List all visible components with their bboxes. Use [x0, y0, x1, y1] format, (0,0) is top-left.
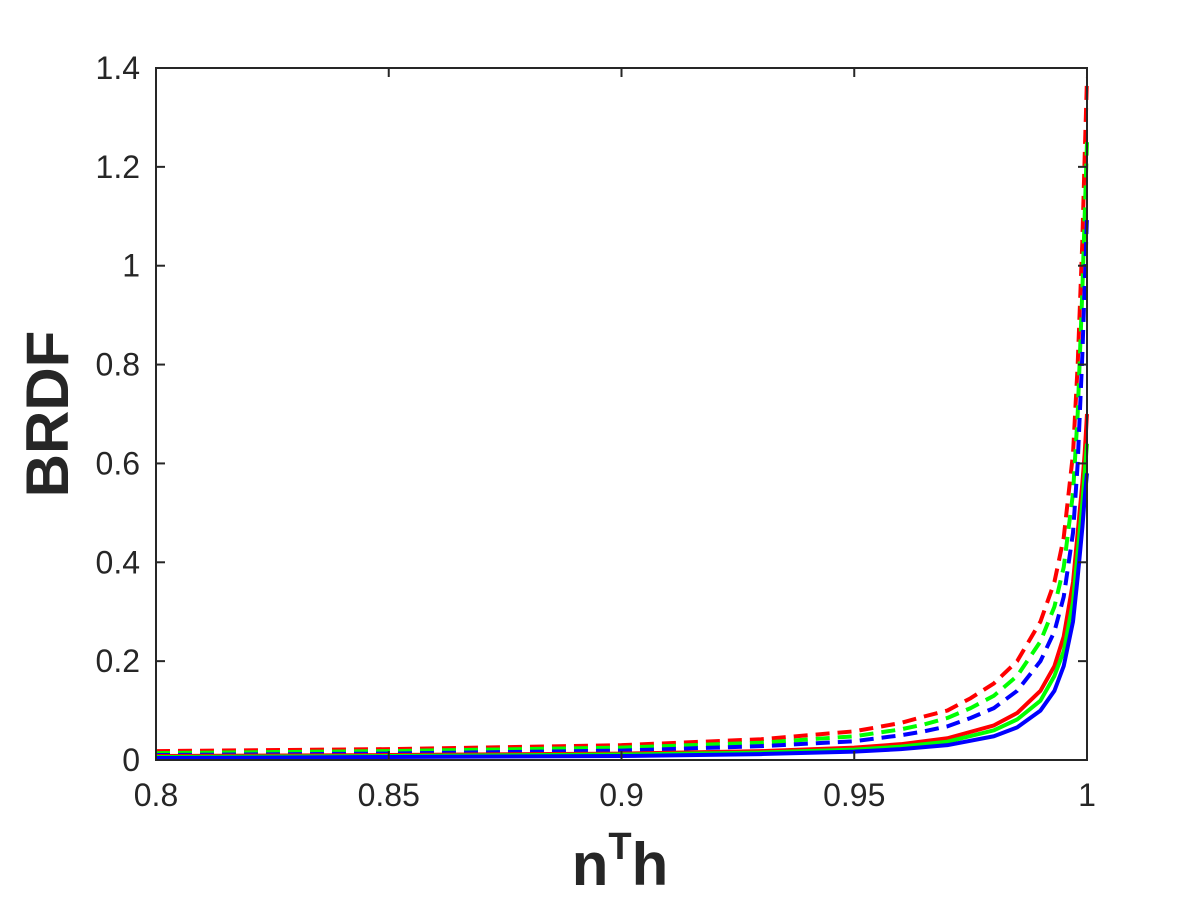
x-axis-label: nTh [572, 826, 669, 898]
x-tick-label: 0.85 [358, 777, 420, 813]
series-line-dashed-4 [155, 142, 1089, 756]
x-axis-label-superscript: T [608, 826, 631, 868]
y-tick-label: 1.2 [96, 149, 140, 185]
y-tick-label: 0 [122, 742, 140, 778]
x-axis-label-base: n [572, 831, 609, 898]
y-tick-label: 1.4 [96, 50, 140, 86]
x-tick-label: 0.95 [823, 777, 885, 813]
series-line-solid-2 [155, 473, 1089, 761]
y-tick-label: 0.2 [96, 643, 140, 679]
y-tick-label: 0.6 [96, 445, 140, 481]
y-tick-label: 1 [122, 248, 140, 284]
y-tick-label: 0.8 [96, 347, 140, 383]
x-tick-label: 0.8 [134, 777, 178, 813]
y-axis-label: BRDF [14, 331, 81, 498]
series-line-dashed-3 [155, 77, 1089, 754]
y-tick-label: 0.4 [96, 544, 140, 580]
series-line-dashed-5 [155, 216, 1089, 758]
x-axis-label-suffix: h [632, 831, 669, 898]
tick-layer: 0.8 0.85 0.9 0.95 1 0 0.2 0.4 0.6 0.8 1 1.2 1.4 [96, 50, 1096, 813]
x-tick-label: 0.9 [599, 777, 643, 813]
x-tick-label: 1 [1078, 777, 1096, 813]
series-layer [155, 77, 1089, 761]
